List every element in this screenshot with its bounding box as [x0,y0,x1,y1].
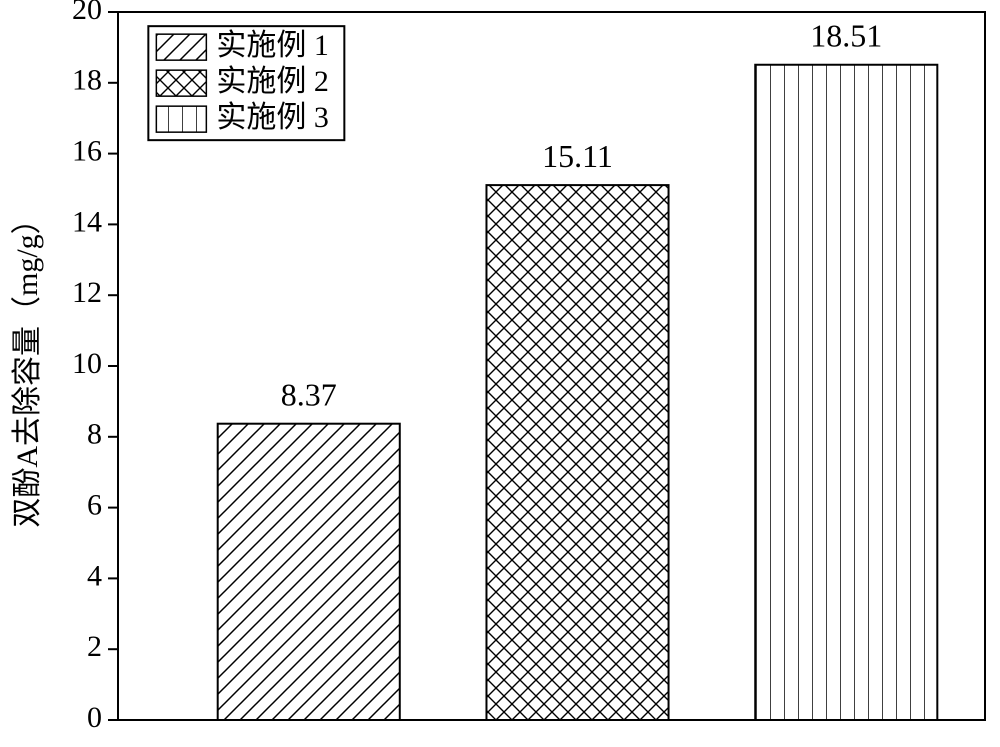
ytick-label: 18 [72,64,102,97]
bar-value-label: 15.11 [542,138,613,174]
legend-swatch [156,70,206,96]
bar [755,65,937,720]
legend-swatch [156,34,206,60]
ytick-label: 14 [72,205,102,238]
ytick-label: 20 [72,0,102,26]
chart-svg: 0 2 4 6 8 10 12 14 16 18 20 双酚A去除容量（mg/g） 8.37 15.11 1… [0,0,1000,747]
ytick-label: 16 [72,134,102,167]
ytick-label: 6 [87,488,102,521]
ytick-label: 4 [87,559,102,592]
ytick-label: 12 [72,276,102,309]
ytick-label: 0 [87,701,102,734]
ytick-label: 8 [87,418,102,451]
legend-swatch [156,106,206,132]
legend-label: 实施例 1 [216,29,329,62]
y-axis-label: 双酚A去除容量（mg/g） [11,204,44,527]
bar [218,424,400,720]
ytick-label: 2 [87,630,102,663]
bar-value-label: 18.51 [810,18,882,54]
bar-value-label: 8.37 [281,377,337,413]
legend-label: 实施例 2 [216,65,329,98]
legend-label: 实施例 3 [216,101,329,134]
bar [486,185,668,720]
bar-chart: 0 2 4 6 8 10 12 14 16 18 20 双酚A去除容量（mg/g） 8.37 15.11 1… [0,0,1000,747]
ytick-label: 10 [72,347,102,380]
